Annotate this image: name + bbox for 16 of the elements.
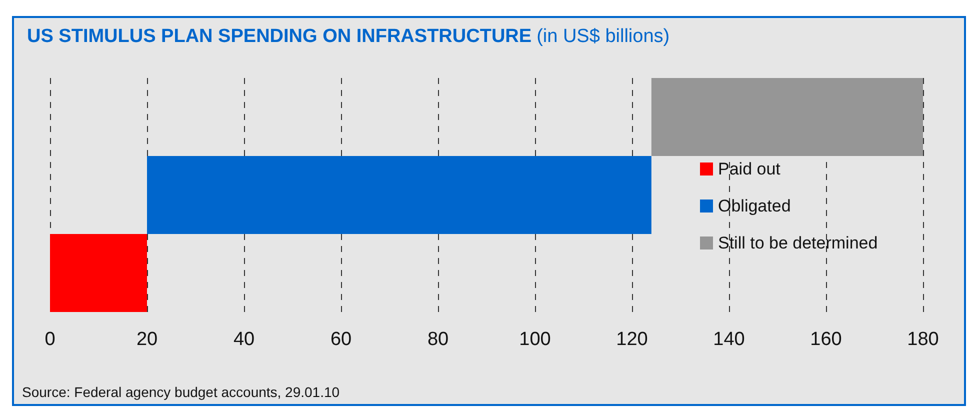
chart-subtitle: (in US$ billions): [536, 26, 670, 47]
x-tick-label: 40: [233, 329, 255, 350]
chart-title: US STIMULUS PLAN SPENDING ON INFRASTRUCTURE: [27, 26, 532, 47]
legend-label: Still to be determined: [718, 234, 878, 252]
x-tick-label: 80: [427, 329, 449, 350]
x-tick-label: 20: [136, 329, 158, 350]
legend-label: Paid out: [718, 160, 781, 178]
x-tick-label: 100: [519, 329, 551, 350]
x-tick-label: 140: [713, 329, 745, 350]
x-tick-label: 120: [616, 329, 648, 350]
x-tick-label: 160: [810, 329, 842, 350]
legend-label: Obligated: [718, 196, 791, 216]
source-note: Source: Federal agency budget accounts, 29.01.10: [22, 384, 340, 400]
x-tick-label: 0: [44, 329, 56, 350]
x-tick-label: 60: [330, 329, 352, 350]
x-tick-label: 180: [907, 329, 939, 350]
